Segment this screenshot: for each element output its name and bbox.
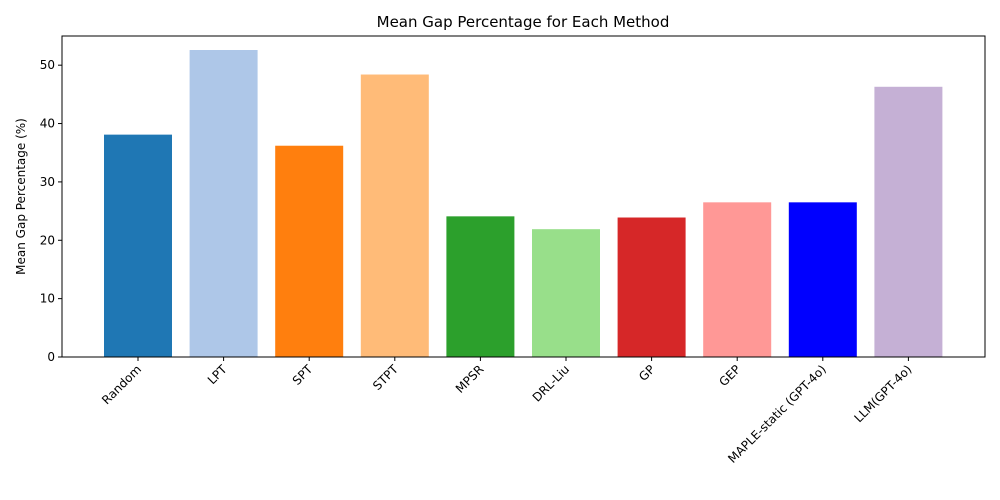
y-tick-label: 30 [40, 175, 55, 189]
bar-gep [703, 202, 772, 357]
x-tick-label: Random [99, 362, 144, 407]
bar-drl-liu [532, 229, 600, 357]
y-tick-label: 20 [40, 233, 55, 247]
bar-mpsr [446, 216, 515, 357]
x-ticks-group: Random LPT SPT STPT MPSR DRL-Liu GP GEPMAPLE-st… [99, 357, 915, 466]
x-tick-label: MAPLE-static (GPT-4o) [725, 362, 829, 466]
y-tick-label: 50 [40, 58, 55, 72]
bar-stpt [360, 74, 429, 358]
chart-title: Mean Gap Percentage for Each Method [377, 13, 670, 31]
bar-llm-gpt-4o [874, 86, 943, 357]
x-tick-label: LPT [205, 362, 230, 387]
x-tick-label: SPT [290, 362, 316, 388]
x-tick-label: GP [636, 362, 658, 384]
x-tick-label: STPT [370, 362, 401, 393]
y-tick-label: 10 [40, 292, 55, 306]
bar-spt [275, 145, 344, 357]
bar-lpt [189, 50, 258, 358]
x-tick-label: DRL-Liu [530, 362, 572, 404]
x-tick-label: LLM(GPT-4o) [851, 362, 914, 425]
x-tick-label: MPSR [453, 362, 487, 396]
bar-random [104, 134, 172, 357]
y-axis-label: Mean Gap Percentage (%) [14, 118, 28, 275]
bars-group [104, 50, 943, 358]
y-tick-label: 40 [40, 117, 55, 131]
y-ticks-group: 0 10 20 30 40 50 [40, 58, 62, 364]
bar-maple-static-gpt-4o [788, 202, 857, 357]
y-tick-label: 0 [47, 350, 55, 364]
bar-gp [617, 217, 686, 357]
x-tick-label: GEP [716, 362, 743, 389]
plot-frame [61, 35, 986, 358]
